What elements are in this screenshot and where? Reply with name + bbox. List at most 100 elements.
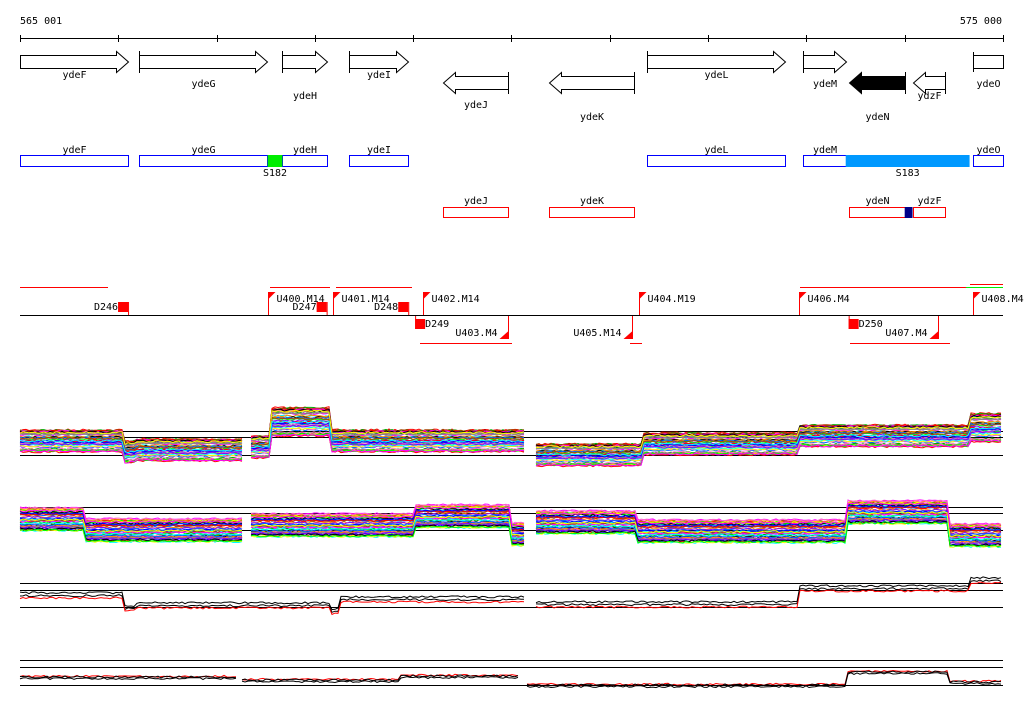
ruler-start-label: 565 001 <box>20 16 62 27</box>
gene-ydeL: ydeL <box>647 50 787 81</box>
gene-label: ydeF <box>62 70 86 81</box>
annotation-box-ydeM <box>803 155 847 167</box>
annotation-box-ydeJ <box>443 207 509 218</box>
feature-label: S183 <box>896 168 920 179</box>
gene-arrow <box>139 50 269 74</box>
gene-arrow <box>647 50 787 74</box>
expression-profile <box>19 514 1002 541</box>
annotation-label: ydzF <box>917 196 941 207</box>
expression-profile <box>19 424 1002 460</box>
downshift-marker <box>118 302 129 312</box>
downshift-label: D247 <box>293 302 317 313</box>
annotation-track: ydeF ydeG ydeH ydeI ydeL ydeM ydeO ydeJ ydeK ydeN… <box>20 145 1004 218</box>
annotation-box-ydeF <box>20 155 129 167</box>
segment-label: U403.M4 <box>455 328 497 339</box>
gene-ydeM: ydeM <box>803 50 848 90</box>
downshift-marker <box>316 302 327 312</box>
gene-arrow <box>282 50 329 74</box>
feature-S182 <box>267 155 283 167</box>
gene-ydeG: ydeG <box>139 50 269 90</box>
expression-panel-2 <box>19 499 1003 549</box>
feature-label: S182 <box>263 168 287 179</box>
gene-arrow <box>442 71 509 95</box>
gene-arrow <box>20 50 130 74</box>
gene-ydeF: ydeF <box>20 50 130 81</box>
gene-arrow <box>848 71 906 95</box>
annotation-label: ydeI <box>367 145 391 156</box>
annotation-label: ydeG <box>191 145 215 156</box>
expression-profile <box>19 409 1001 449</box>
gene-ydeN: ydeN <box>848 71 906 123</box>
gene-ydeO: ydeO <box>973 52 1004 90</box>
flag-icon <box>929 331 939 339</box>
annotation-label: ydeN <box>865 196 889 207</box>
gene-arrow <box>548 71 635 95</box>
flag-icon <box>639 292 647 299</box>
annotation-label: ydeF <box>62 145 86 156</box>
flag-icon <box>799 292 807 299</box>
feature-marker <box>904 207 913 218</box>
flag-icon <box>499 331 509 339</box>
downshift-marker <box>848 319 859 329</box>
gene-arrow <box>803 50 848 74</box>
expression-profile <box>19 433 1002 467</box>
gene-label: ydeI <box>367 70 391 81</box>
annotation-box-ydzF <box>913 207 946 218</box>
expression-profile <box>19 579 1002 613</box>
expression-profile <box>19 581 1002 616</box>
segment-label: U401.M14 <box>342 294 390 305</box>
downshift-label: D250 <box>859 319 883 330</box>
segment-label: U404.M19 <box>648 294 696 305</box>
flag-icon <box>423 292 431 299</box>
expression-profile <box>19 504 1002 531</box>
flag-icon <box>333 292 341 299</box>
flag-icon <box>623 331 633 339</box>
expression-profile <box>19 502 1002 529</box>
downshift-label: D249 <box>425 319 449 330</box>
annotation-label: ydeM <box>813 145 837 156</box>
gene-label: ydeM <box>813 79 837 90</box>
gene-label: ydeH <box>293 91 317 102</box>
flag-icon <box>268 292 276 299</box>
annotation-box-ydeO <box>973 155 1004 167</box>
annotation-box-ydeN <box>849 207 906 218</box>
downshift-marker <box>398 302 409 312</box>
annotation-box-ydeL <box>647 155 786 167</box>
gene-label: ydeO <box>976 79 1000 90</box>
expression-panel-3 <box>19 576 1003 616</box>
segmentation-track: U400.M14 U401.M14 U402.M14 U404.M19 U406.M4 U… <box>20 284 1024 344</box>
gene-label: ydeJ <box>464 100 488 111</box>
annotation-label: ydeO <box>976 145 1000 156</box>
segment-label: U408.M4 <box>982 294 1024 305</box>
gene-track: ydeF ydeG ydeH ydeI ydeL ydeM ydeO ydeJ ydeK ydeN… <box>20 50 1004 123</box>
gene-arrow <box>349 50 410 74</box>
gene-ydeI: ydeI <box>349 50 410 81</box>
gene-label: ydzF <box>917 91 941 102</box>
gene-ydeH: ydeH <box>282 50 329 102</box>
expression-profile <box>19 420 1002 457</box>
gene-arrow <box>973 55 1004 69</box>
annotation-box-ydeK <box>549 207 635 218</box>
segment-label: U400.M14 <box>277 294 325 305</box>
segment-label: U405.M14 <box>573 328 621 339</box>
gene-ydzF: ydzF <box>912 71 946 102</box>
segment-label: U406.M4 <box>808 294 850 305</box>
expression-profile <box>19 417 1002 454</box>
gene-label: ydeK <box>580 112 604 123</box>
expression-profile <box>19 670 1002 687</box>
gene-label: ydeL <box>704 70 728 81</box>
annotation-box-ydeH <box>282 155 328 167</box>
annotation-label: ydeL <box>704 145 728 156</box>
feature-S183 <box>845 155 970 167</box>
expression-profile <box>19 499 1002 526</box>
expression-profile <box>19 672 1002 689</box>
downshift-label: D246 <box>94 302 118 313</box>
annotation-box-ydeI <box>349 155 409 167</box>
expression-panel-1 <box>19 406 1003 468</box>
annotation-label: ydeJ <box>464 196 488 207</box>
gene-label: ydeG <box>191 79 215 90</box>
flag-icon <box>973 292 981 299</box>
annotation-label: ydeH <box>293 145 317 156</box>
